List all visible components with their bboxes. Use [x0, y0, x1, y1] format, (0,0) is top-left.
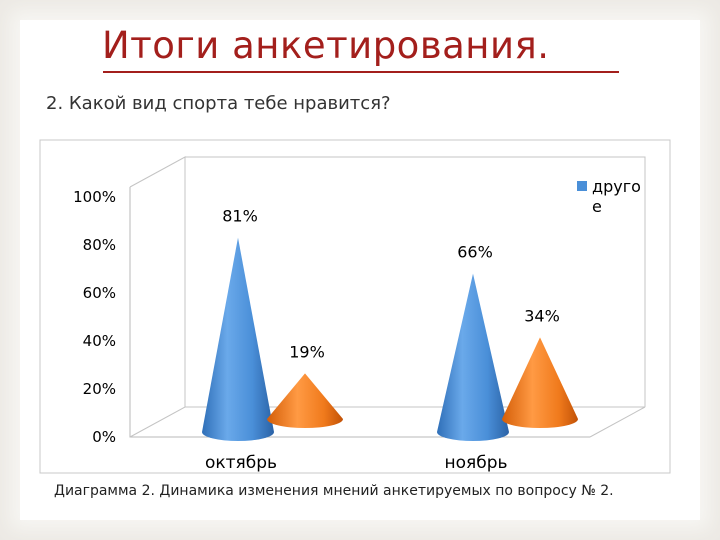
page-title: Итоги анкетирования.: [102, 24, 550, 67]
category-label: ноябрь: [444, 453, 507, 473]
chart-frame: [39, 139, 671, 474]
y-tick-label: 40%: [83, 332, 116, 350]
cone-1-0: [267, 373, 343, 428]
legend-swatch: [577, 181, 587, 191]
data-label: 19%: [289, 342, 325, 361]
y-tick-label: 60%: [83, 284, 116, 302]
cone-1-1: [502, 337, 578, 428]
data-label: 81%: [222, 207, 258, 226]
figure-caption: Диаграмма 2. Динамика изменения мнений а…: [54, 483, 614, 499]
cone-0-1: [437, 273, 509, 441]
y-tick-label: 20%: [83, 380, 116, 398]
y-tick-label: 80%: [83, 236, 116, 254]
title-underline: [103, 71, 619, 73]
question-text: 2. Какой вид спорта тебе нравится?: [46, 93, 391, 114]
floor-outline: [129, 406, 646, 438]
legend-label: друго е: [592, 177, 641, 216]
cone-0-0: [202, 237, 274, 441]
back-wall: [185, 156, 646, 407]
y-tick-label: 0%: [92, 428, 116, 446]
category-label: октябрь: [205, 453, 277, 473]
data-label: 66%: [457, 243, 493, 262]
data-label: 34%: [524, 306, 560, 325]
y-tick-label: 100%: [73, 188, 116, 206]
